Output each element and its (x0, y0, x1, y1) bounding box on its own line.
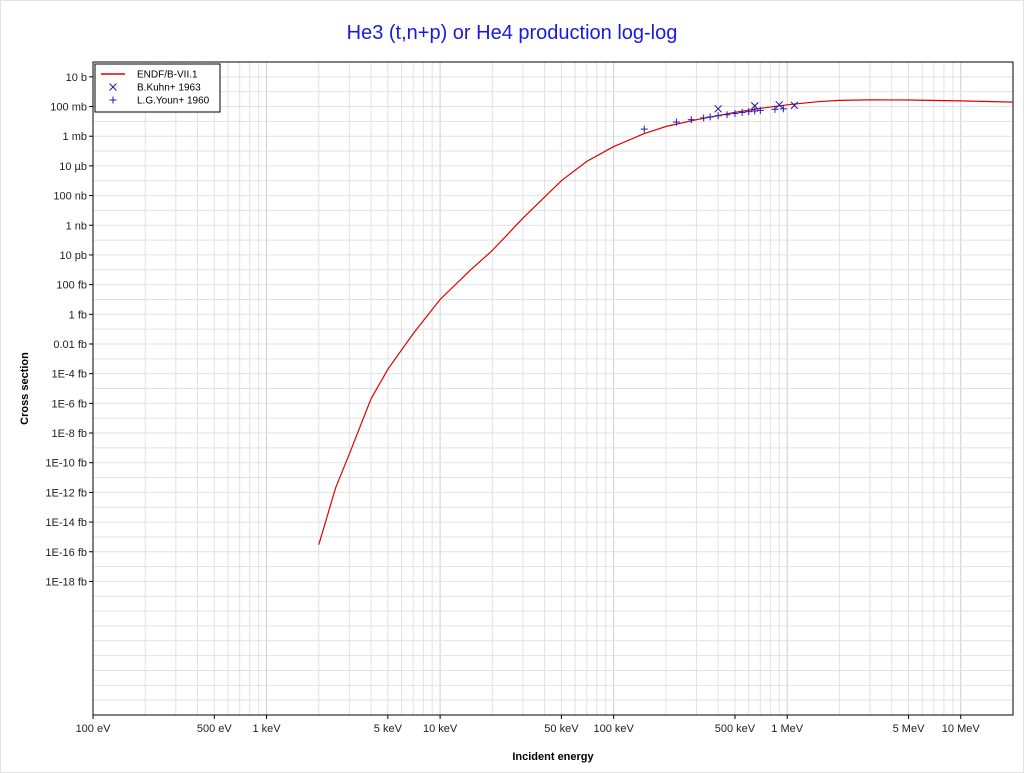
y-tick-label: 1E-16 fb (45, 547, 87, 559)
y-tick-label: 1E-18 fb (45, 576, 87, 588)
legend-box (94, 63, 221, 113)
x-tick-label: 10 keV (423, 723, 458, 735)
y-tick-label: 1E-14 fb (45, 517, 87, 529)
plus-marker (109, 96, 117, 104)
chart-title: He3 (t,n+p) or He4 production log-log (346, 22, 678, 44)
x-tick-label: 5 MeV (893, 723, 925, 735)
legend-item: B.Kuhn+ 1963 (109, 83, 201, 94)
plot-area (92, 61, 1014, 716)
y-axis: 10 b 100 mb 1 mb 10 µb 100 nb 1 nb 10 pb 100 fb… (45, 72, 93, 588)
series-endf-b-vii-1 (318, 99, 1014, 545)
plus-marker (714, 112, 722, 120)
y-tick-label: 1E-8 fb (52, 428, 87, 440)
y-tick-label: 10 µb (59, 161, 87, 173)
y-tick-label: 10 pb (59, 250, 87, 262)
x-marker (790, 101, 799, 110)
plus-marker (700, 114, 708, 122)
legend: ENDF/B-VII.1 B.Kuhn+ 1963 L.G.Youn+ 1960 (94, 63, 221, 113)
x-marker (109, 83, 117, 91)
y-tick-label: 100 nb (53, 191, 87, 203)
legend-label: B.Kuhn+ 1963 (137, 83, 201, 94)
legend-item: ENDF/B-VII.1 (101, 70, 198, 81)
plus-marker (779, 105, 787, 113)
plus-marker (687, 116, 695, 124)
plus-marker (751, 107, 759, 115)
plus-marker (706, 113, 714, 121)
y-tick-label: 1E-10 fb (45, 458, 87, 470)
x-marker (714, 104, 722, 113)
plus-marker (723, 111, 731, 119)
y-tick-label: 1 nb (66, 220, 87, 232)
x-axis-title: Incident energy (512, 751, 594, 763)
y-tick-label: 1E-4 fb (52, 369, 87, 381)
x-tick-label: 1 keV (252, 723, 281, 735)
x-marker (775, 100, 784, 109)
x-tick-label: 10 MeV (942, 723, 981, 735)
y-tick-label: 1 mb (63, 131, 87, 143)
x-tick-label: 500 keV (715, 723, 756, 735)
plus-marker (731, 109, 739, 117)
y-axis-title: Cross section (19, 352, 31, 425)
y-tick-label: 100 mb (50, 102, 87, 114)
series-l-g-youn-1960 (640, 105, 787, 133)
x-tick-label: 100 keV (593, 723, 634, 735)
plus-marker (756, 106, 764, 114)
y-tick-label: 1E-6 fb (52, 398, 87, 410)
y-tick-label: 10 b (66, 72, 87, 84)
series-line (318, 99, 1014, 545)
grid (92, 61, 1014, 716)
x-tick-label: 100 eV (76, 723, 112, 735)
plus-marker (640, 125, 648, 133)
x-marker (750, 102, 759, 110)
series-layer (318, 99, 1014, 545)
legend-item: L.G.Youn+ 1960 (109, 96, 210, 107)
x-tick-label: 1 MeV (771, 723, 803, 735)
y-tick-label: 1 fb (69, 309, 87, 321)
legend-label: L.G.Youn+ 1960 (137, 96, 210, 107)
plus-marker (745, 108, 753, 116)
plus-marker (672, 118, 680, 126)
y-tick-label: 0.01 fb (53, 339, 87, 351)
y-tick-label: 100 fb (56, 280, 87, 292)
series-b-kuhn-1963 (714, 100, 799, 113)
plus-marker (738, 108, 746, 116)
x-tick-label: 50 keV (544, 723, 579, 735)
y-tick-label: 1E-12 fb (45, 487, 87, 499)
x-axis: 100 eV 500 eV 1 keV 5 keV 10 keV 50 keV 100 ke… (76, 715, 981, 735)
plus-marker (771, 105, 779, 113)
x-tick-label: 5 keV (374, 723, 403, 735)
legend-label: ENDF/B-VII.1 (137, 70, 198, 81)
x-tick-label: 500 eV (197, 723, 233, 735)
